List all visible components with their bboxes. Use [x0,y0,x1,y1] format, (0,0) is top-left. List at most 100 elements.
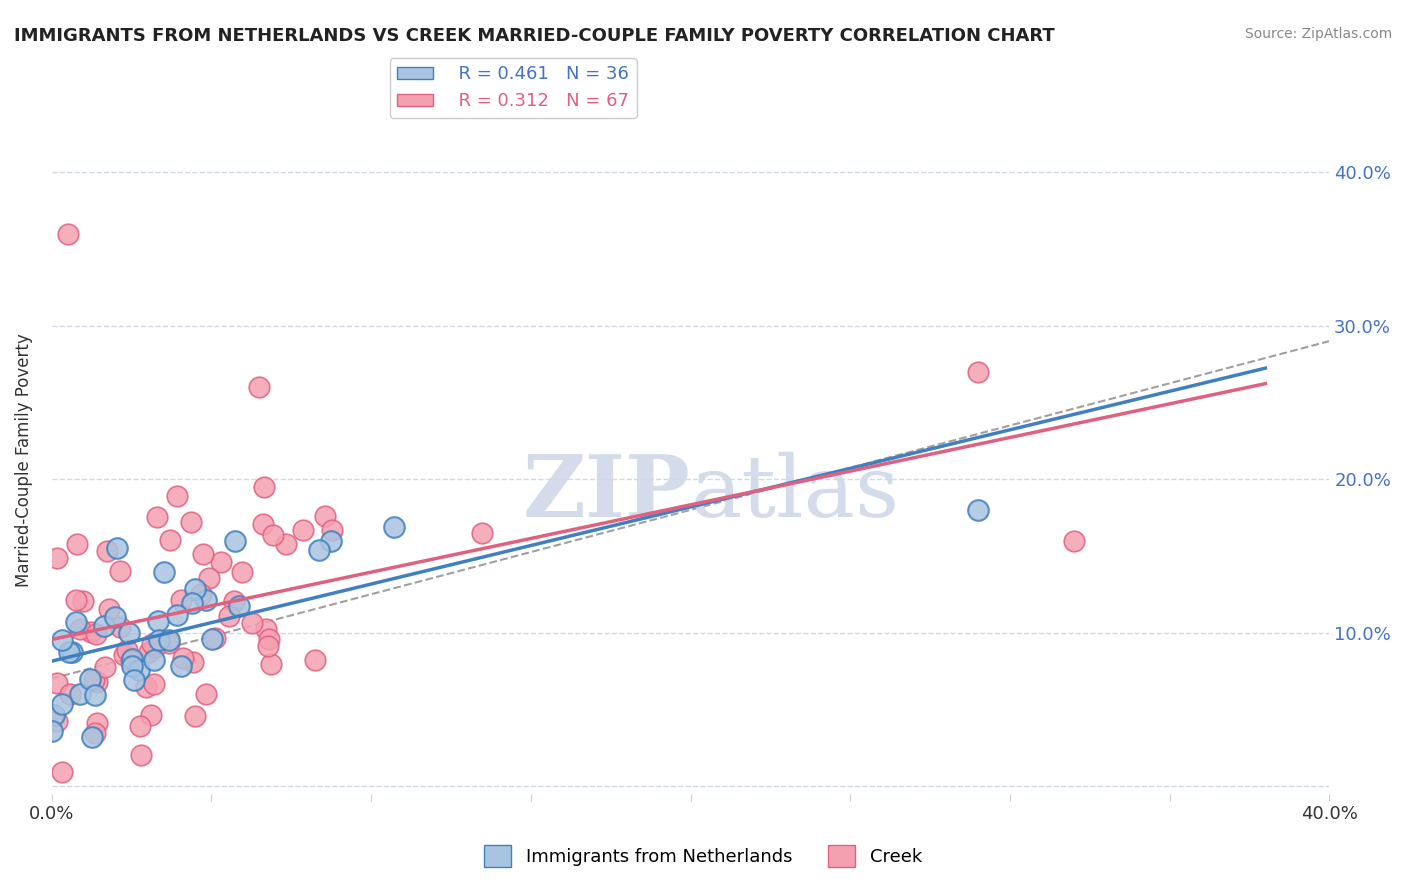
Point [321,523,343,537]
Y-axis label: Married-Couple Family Poverty: Married-Couple Family Poverty [15,333,32,587]
Point [253,480,276,494]
Point [172,651,194,665]
Point [139,707,162,722]
Point [72,594,94,608]
Point [94,660,117,674]
Point [143,640,166,654]
Point [129,748,152,763]
Point [148,632,170,647]
Point [166,608,188,623]
Point [98,602,121,616]
Point [231,565,253,579]
Point [1063,533,1085,548]
Point [135,680,157,694]
Point [83,688,105,702]
Point [184,709,207,723]
Point [252,517,274,532]
Point [200,632,222,647]
Text: atlas: atlas [690,452,900,535]
Point [129,719,152,733]
Point [180,516,202,530]
Point [141,637,163,651]
Point [260,657,283,672]
Point [51,764,73,779]
Point [93,619,115,633]
Point [262,527,284,541]
Point [121,659,143,673]
Point [84,626,107,640]
Point [56,227,79,241]
Point [51,632,73,647]
Point [86,715,108,730]
Point [291,524,314,538]
Point [46,551,69,566]
Point [143,677,166,691]
Point [146,614,169,628]
Point [79,673,101,687]
Point [117,642,139,657]
Point [218,608,240,623]
Point [65,615,87,630]
Point [967,365,990,379]
Point [471,525,494,540]
Point [224,533,246,548]
Point [170,593,193,607]
Point [184,582,207,596]
Point [166,489,188,503]
Point [257,632,280,646]
Point [197,571,219,585]
Point [146,510,169,524]
Point [143,653,166,667]
Point [240,615,263,630]
Point [62,645,84,659]
Point [204,631,226,645]
Point [65,593,87,607]
Point [180,596,202,610]
Point [183,655,205,669]
Point [69,622,91,636]
Point [170,658,193,673]
Point [58,645,80,659]
Point [110,564,132,578]
Point [247,380,270,394]
Point [51,698,73,712]
Point [191,547,214,561]
Point [138,645,160,659]
Point [121,652,143,666]
Point [222,594,245,608]
Point [384,520,406,534]
Point [128,664,150,678]
Point [42,707,65,722]
Point [58,687,80,701]
Point [228,599,250,613]
Point [308,542,330,557]
Text: IMMIGRANTS FROM NETHERLANDS VS CREEK MARRIED-COUPLE FAMILY POVERTY CORRELATION C: IMMIGRANTS FROM NETHERLANDS VS CREEK MAR… [14,27,1054,45]
Point [194,687,217,701]
Point [319,533,342,548]
Point [83,673,105,687]
Point [80,624,103,639]
Point [112,648,135,663]
Point [967,503,990,517]
Point [118,625,141,640]
Text: Source: ZipAtlas.com: Source: ZipAtlas.com [1244,27,1392,41]
Point [83,726,105,740]
Point [86,675,108,690]
Text: ZIP: ZIP [523,451,690,535]
Point [122,673,145,688]
Point [46,675,69,690]
Point [190,587,212,601]
Point [157,635,180,649]
Point [105,541,128,555]
Point [80,730,103,744]
Point [195,592,218,607]
Point [257,639,280,653]
Point [46,714,69,728]
Point [120,654,142,668]
Point [104,609,127,624]
Point [314,509,336,524]
Point [108,620,131,634]
Point [96,544,118,558]
Point [254,622,277,636]
Point [41,723,63,738]
